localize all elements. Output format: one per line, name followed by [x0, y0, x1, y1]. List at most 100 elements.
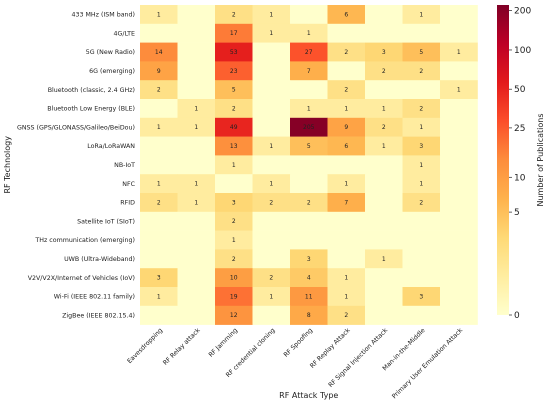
row-label: UWB (Ultra-Wideband) — [64, 256, 135, 263]
heatmap-cell — [327, 80, 366, 100]
colorbar-tick-label: 5 — [514, 208, 520, 218]
heatmap-cell — [440, 99, 478, 119]
cell-value-label: 1 — [344, 275, 348, 282]
cell-value-label: 3 — [419, 143, 423, 150]
cell-value-label: 53 — [230, 49, 238, 56]
colorbar-label: Number of Publications — [536, 113, 545, 206]
heatmap-cell — [365, 5, 403, 25]
heatmap-cell — [252, 42, 291, 62]
cell-value-label: 6 — [344, 11, 348, 18]
heatmap-cell — [252, 230, 291, 250]
heatmap-cell — [402, 117, 441, 137]
heatmap-cell — [402, 211, 441, 231]
heatmap-cell — [440, 305, 478, 325]
heatmap-cell — [327, 193, 366, 213]
heatmap-cell — [290, 5, 328, 25]
heatmap-cell — [365, 174, 403, 194]
column-label: Primary User Emulation Attack — [391, 327, 464, 400]
heatmap-cell — [402, 61, 441, 81]
row-label: 4G/LTE — [114, 30, 135, 37]
heatmap-cell — [140, 42, 178, 62]
cell-value-label: 2 — [232, 256, 236, 263]
heatmap-cell — [252, 287, 291, 307]
cell-value-label: 2 — [157, 199, 161, 206]
heatmap-cell — [290, 61, 328, 81]
heatmap-cell — [327, 268, 366, 288]
heatmap-cell — [177, 211, 216, 231]
row-label: NB-IoT — [114, 162, 135, 169]
heatmap-cell — [290, 136, 328, 156]
column-label: RF Replay Attack — [309, 327, 352, 370]
heatmap-cell — [290, 155, 328, 175]
heatmap-cell — [365, 42, 403, 62]
cell-value-label: 1 — [194, 124, 198, 131]
heatmap-cell — [402, 99, 441, 119]
heatmap-cell — [140, 193, 178, 213]
heatmap-cell — [140, 23, 178, 43]
cell-value-label: 14 — [155, 49, 163, 56]
heatmap-cell — [327, 305, 366, 325]
colorbar-tick-label: 100 — [514, 46, 531, 56]
heatmap-cell — [327, 211, 366, 231]
heatmap-cell — [252, 99, 291, 119]
heatmap-cell — [327, 61, 366, 81]
heatmap-cell — [252, 80, 291, 100]
heatmap-cell — [177, 155, 216, 175]
cell-value-label: 8 — [307, 312, 311, 319]
heatmap-cell — [327, 99, 366, 119]
heatmap-cell — [365, 136, 403, 156]
heatmap-cell — [252, 193, 291, 213]
cell-value-label: 1 — [344, 181, 348, 188]
heatmap-cell — [365, 230, 403, 250]
cell-value-label: 1 — [382, 105, 386, 112]
cell-value-label: 5 — [307, 143, 311, 150]
heatmap-cells: 1 2 1 6 117 1 114 53 27 2 3 5 19 23 7 2 22 5 2 11 2 1 1 1 21 1 49 2… — [140, 5, 478, 325]
heatmap-cell — [440, 80, 478, 100]
cell-value-label: 2 — [232, 105, 236, 112]
heatmap-cell — [327, 287, 366, 307]
cell-value-label: 9 — [344, 124, 348, 131]
cell-value-label: 3 — [307, 256, 311, 263]
cell-value-label: 2 — [157, 87, 161, 94]
cell-value-label: 2 — [419, 199, 423, 206]
row-label: Bluetooth Low Energy (BLE) — [47, 106, 135, 113]
heatmap-cell — [402, 287, 441, 307]
cell-value-label: 1 — [382, 143, 386, 150]
heatmap-cell — [365, 249, 403, 269]
column-label: Eavesdropping — [126, 327, 164, 365]
heatmap-cell — [290, 42, 328, 62]
heatmap-cell — [252, 117, 291, 137]
heatmap-cell — [140, 61, 178, 81]
heatmap-cell — [215, 23, 253, 43]
cell-value-label: 1 — [419, 124, 423, 131]
cell-value-label: 2 — [232, 218, 236, 225]
colorbar-tick-label: 50 — [514, 85, 526, 95]
heatmap-cell — [177, 230, 216, 250]
cell-value-label: 1 — [457, 87, 461, 94]
cell-value-label: 49 — [230, 124, 238, 131]
cell-value-label: 1 — [419, 181, 423, 188]
heatmap-cell — [140, 268, 178, 288]
heatmap-cell — [290, 211, 328, 231]
heatmap-cell — [440, 211, 478, 231]
cell-value-label: 1 — [194, 199, 198, 206]
cell-value-label: 3 — [419, 293, 423, 300]
heatmap-cell — [177, 80, 216, 100]
column-label: RF Jamming — [208, 327, 240, 359]
heatmap-cell — [177, 174, 216, 194]
cell-value-label: 5 — [232, 87, 236, 94]
heatmap-cell — [440, 23, 478, 43]
cell-value-label: 7 — [344, 199, 348, 206]
heatmap-cell — [140, 136, 178, 156]
heatmap-cell — [365, 99, 403, 119]
heatmap-cell — [290, 193, 328, 213]
heatmap-cell — [215, 80, 253, 100]
heatmap-cell — [327, 117, 366, 137]
cell-value-label: 23 — [230, 68, 238, 75]
heatmap-cell — [440, 136, 478, 156]
cell-value-label: 12 — [230, 312, 238, 319]
cell-value-label: 1 — [382, 256, 386, 263]
heatmap-cell — [177, 193, 216, 213]
heatmap-cell — [252, 5, 291, 25]
